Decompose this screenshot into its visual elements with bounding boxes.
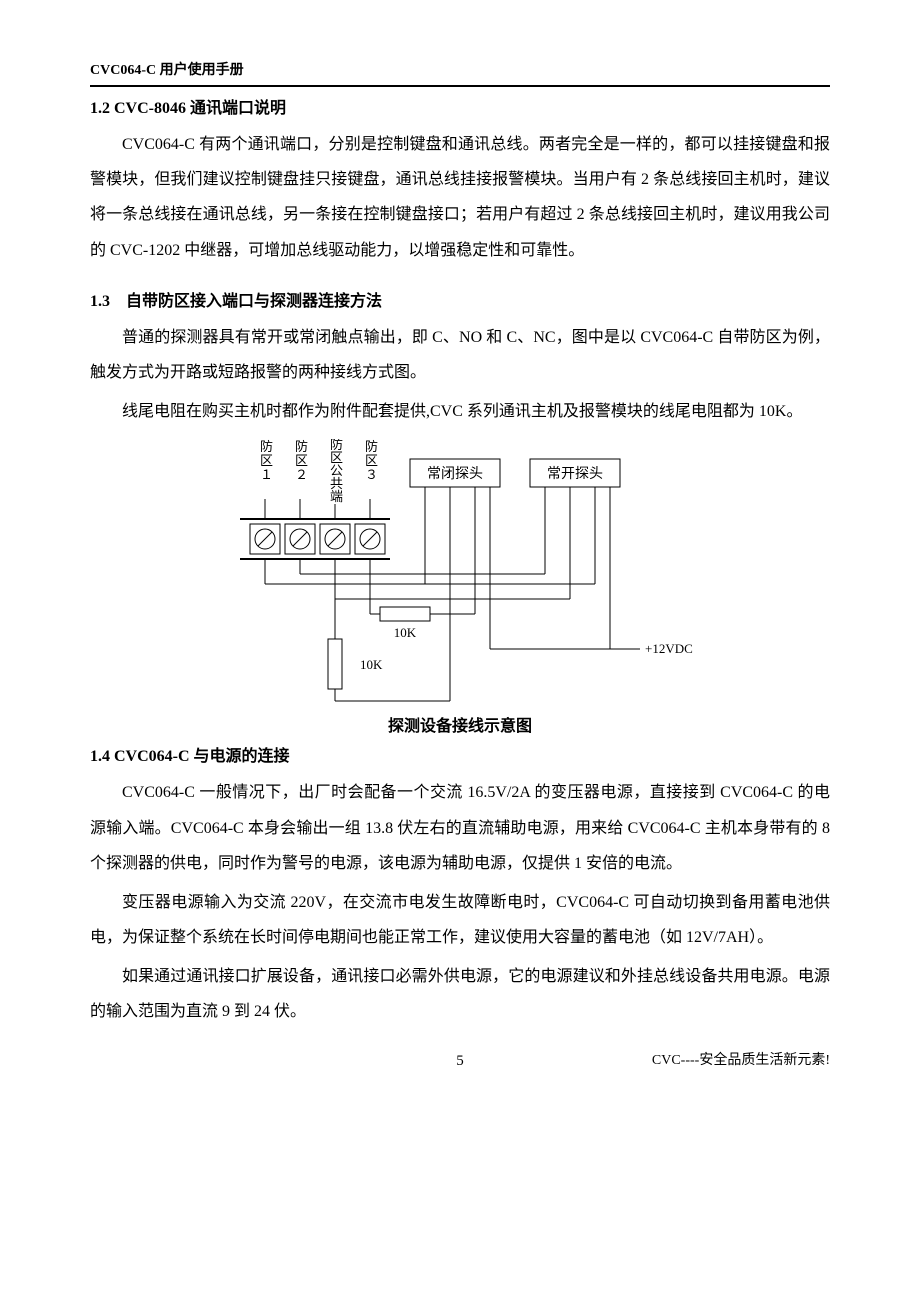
section-1-4-heading: 1.4 CVC064-C 与电源的连接 (90, 745, 830, 769)
section-1-3-para-2: 线尾电阻在购买主机时都作为附件配套提供,CVC 系列通讯主机及报警模块的线尾电阻… (90, 394, 830, 429)
section-1-4-para-1: CVC064-C 一般情况下，出厂时会配备一个交流 16.5V/2A 的变压器电… (90, 775, 830, 881)
terminal-label-4: 防区３ (365, 439, 378, 482)
page-number: 5 (456, 1050, 464, 1073)
resistor-h (380, 607, 430, 621)
section-1-2-para-1: CVC064-C 有两个通讯端口，分别是控制键盘和通讯总线。两者完全是一样的，都… (90, 127, 830, 268)
diagram-caption: 探测设备接线示意图 (90, 715, 830, 739)
section-1-4-para-3: 如果通过通讯接口扩展设备，通讯接口必需外供电源，它的电源建议和外挂总线设备共用电… (90, 959, 830, 1029)
page-footer: 5 CVC----安全品质生活新元素! (90, 1050, 830, 1090)
terminal-label-2: 防区２ (295, 439, 308, 482)
section-1-2-heading: 1.2 CVC-8046 通讯端口说明 (90, 97, 830, 121)
resistor-v (328, 639, 342, 689)
resistor-h-label: 10K (394, 625, 417, 640)
terminal-strip (250, 524, 385, 554)
nc-detector-label: 常闭探头 (427, 466, 483, 482)
vdc-label: +12VDC (645, 641, 693, 656)
footer-tagline: CVC----安全品质生活新元素! (652, 1050, 830, 1071)
doc-header: CVC064-C 用户使用手册 (90, 60, 830, 87)
terminal-label-3: 防区公共端 (330, 439, 343, 504)
section-1-3-para-1: 普通的探测器具有常开或常闭触点输出，即 C、NO 和 C、NC，图中是以 CVC… (90, 320, 830, 390)
resistor-v-label: 10K (360, 657, 383, 672)
wiring-diagram: 防区１ 防区２ 防区公共端 防区３ 常闭探头 常开探头 10K (90, 439, 830, 709)
no-detector-label: 常开探头 (547, 466, 603, 482)
section-1-3-heading: 1.3 自带防区接入端口与探测器连接方法 (90, 290, 830, 314)
terminal-label-1: 防区１ (260, 439, 273, 482)
section-1-4-para-2: 变压器电源输入为交流 220V，在交流市电发生故障断电时，CVC064-C 可自… (90, 885, 830, 955)
